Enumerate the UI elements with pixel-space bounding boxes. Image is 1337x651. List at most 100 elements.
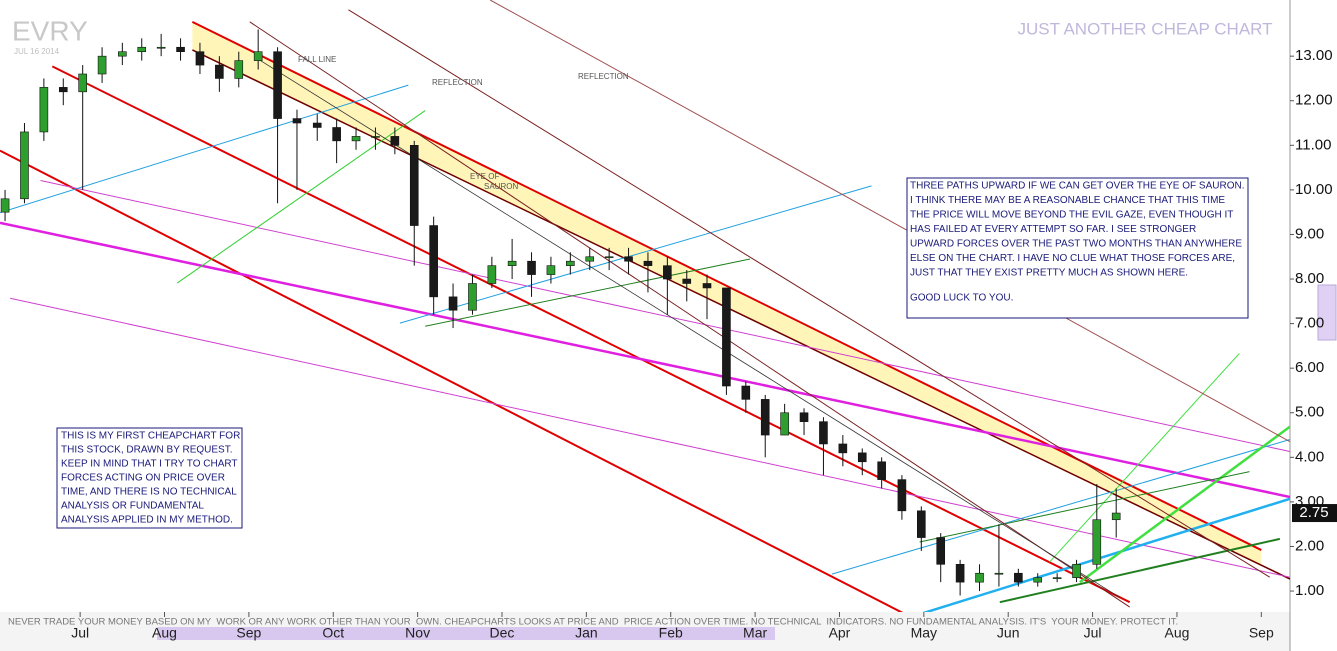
annotation: REFLECTION — [432, 78, 483, 87]
trendline — [176, 110, 426, 284]
annotation: EYE OF — [470, 172, 499, 181]
date: JUL 16 2014 — [14, 47, 60, 56]
candle-body — [741, 385, 751, 400]
candle-body — [390, 136, 400, 146]
y-tick-label: 5.00 — [1295, 404, 1324, 421]
x-tick-label: Dec — [490, 625, 515, 641]
candle-body — [994, 572, 1004, 575]
last-price-label: 2.75 — [1299, 504, 1328, 521]
candle-body — [58, 87, 68, 93]
candle-body — [702, 283, 712, 289]
note-box — [56, 427, 243, 529]
note-line: ANALYSIS OR FUNDAMENTAL — [61, 501, 204, 512]
trendline — [0, 221, 1290, 499]
note-line: GOOD LUCK TO YOU. — [910, 293, 1013, 304]
y-tick-label: 1.00 — [1295, 582, 1324, 599]
note-line: THIS IS MY FIRST CHEAPCHART FOR — [61, 431, 240, 442]
candle-body — [546, 265, 556, 275]
candle-body — [936, 537, 946, 565]
note-line: FORCES ACTING ON PRICE OVER — [61, 473, 225, 484]
candle-body — [448, 296, 458, 311]
note-line: HAS FAILED AT EVERY ATTEMPT SO FAR. I SE… — [910, 224, 1196, 235]
candle-body — [585, 256, 595, 262]
x-tick-label: Feb — [659, 625, 683, 641]
y-tick-label: 6.00 — [1295, 359, 1324, 376]
candle-body — [78, 73, 87, 93]
candle-body — [371, 136, 380, 138]
candle-body — [1111, 512, 1121, 521]
candle-body — [877, 461, 886, 480]
y-tick-label: 8.00 — [1295, 270, 1324, 287]
candle-body — [156, 46, 166, 49]
y-tick-label: 4.00 — [1295, 448, 1324, 465]
annotation: FALL LINE — [298, 55, 336, 64]
trendline — [425, 258, 751, 327]
candle-body — [118, 51, 127, 57]
y-tick-label: 12.00 — [1295, 92, 1333, 109]
note-line: UPWARD FORCES OVER THE PAST TWO MONTHS T… — [910, 239, 1242, 250]
candle-body — [760, 399, 770, 436]
trendline — [348, 9, 1271, 578]
trendline — [831, 439, 1290, 575]
candle-body — [507, 260, 517, 266]
scroll-handle[interactable] — [1317, 284, 1337, 341]
candle-body — [1052, 577, 1062, 579]
candle-body — [1072, 564, 1081, 578]
note-line: TIME, AND THERE IS NO TECHNICAL — [61, 487, 237, 498]
trendline — [1079, 425, 1290, 584]
candle-body — [1033, 577, 1043, 583]
x-tick-label: Aug — [152, 625, 177, 641]
x-tick-label: Mar — [743, 625, 767, 641]
candle-body — [566, 260, 575, 266]
trendline — [922, 497, 1290, 612]
trendline — [999, 537, 1281, 604]
candle-body — [838, 443, 848, 454]
note-line: JUST THAT THEY EXIST PRETTY MUCH AS SHOW… — [910, 268, 1188, 279]
candle-body — [97, 55, 107, 75]
candle-body — [643, 260, 653, 266]
candle-body — [799, 412, 809, 422]
x-axis-highlight — [157, 627, 775, 640]
ticker: EVRY — [12, 15, 88, 46]
y-tick-label: 7.00 — [1295, 315, 1324, 332]
annotation: SAURON — [484, 182, 518, 191]
x-tick-label: Jun — [997, 625, 1020, 641]
candle-body — [897, 479, 907, 512]
note-line: THE PRICE WILL MOVE BEYOND THE EVIL GAZE… — [910, 210, 1233, 221]
x-tick-label: Sep — [1249, 625, 1274, 641]
trendline — [399, 185, 872, 324]
x-tick-label: Sep — [236, 625, 261, 641]
candle-body — [292, 118, 302, 124]
note-line: KEEP IN MIND THAT I TRY TO CHART — [61, 459, 238, 470]
candle-body — [857, 452, 867, 463]
candle-body — [917, 510, 926, 538]
candle-body — [604, 256, 614, 259]
y-tick-label: 11.00 — [1295, 136, 1331, 153]
x-tick-label: Nov — [405, 625, 430, 641]
candle-body — [975, 572, 984, 583]
candle-body — [429, 225, 438, 298]
disclaimer: NEVER TRADE YOUR MONEY BASED ON MY WORK … — [8, 617, 1178, 628]
candle-body — [39, 87, 49, 133]
x-tick-label: Jul — [1084, 625, 1102, 641]
trendline — [919, 471, 1250, 543]
annotation: REFLECTION — [578, 72, 629, 81]
trendline — [489, 0, 1290, 443]
trendline — [0, 84, 409, 214]
candle-body — [312, 122, 322, 128]
candle-body — [176, 46, 185, 53]
x-tick-label: Apr — [829, 625, 851, 641]
candle-body — [819, 421, 828, 445]
trendline — [10, 297, 1290, 578]
note-line: ELSE ON THE CHART. I HAVE NO CLUE WHAT T… — [910, 253, 1235, 264]
trendline — [1049, 353, 1240, 563]
note-box — [906, 177, 1249, 319]
candle-body — [351, 136, 361, 142]
x-tick-label: Oct — [322, 625, 344, 641]
y-tick-label: 10.00 — [1295, 181, 1333, 198]
candle-body — [234, 60, 244, 79]
candle-body — [722, 287, 731, 387]
x-tick-label: Aug — [1164, 625, 1189, 641]
